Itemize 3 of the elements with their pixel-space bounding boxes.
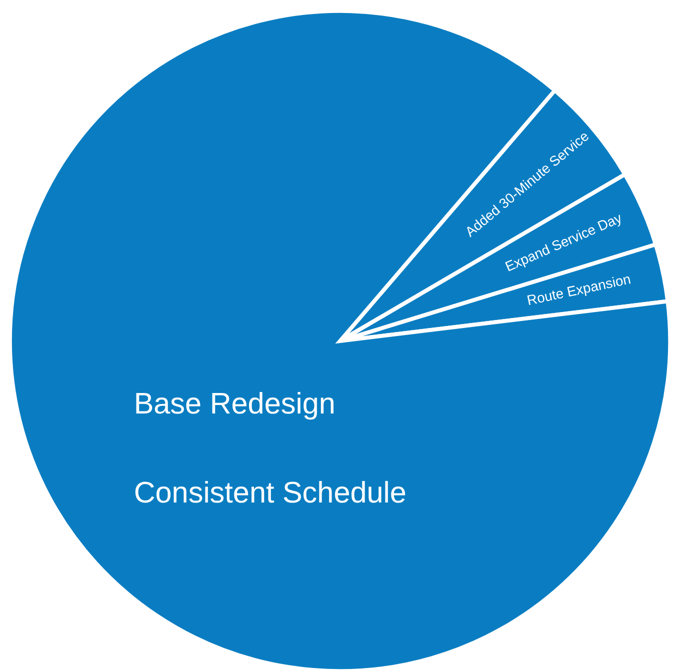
text: Consistent Schedule xyxy=(134,476,406,510)
slice-label: Base Redesign xyxy=(134,387,336,420)
slice-label: Route Expansion xyxy=(525,270,632,308)
